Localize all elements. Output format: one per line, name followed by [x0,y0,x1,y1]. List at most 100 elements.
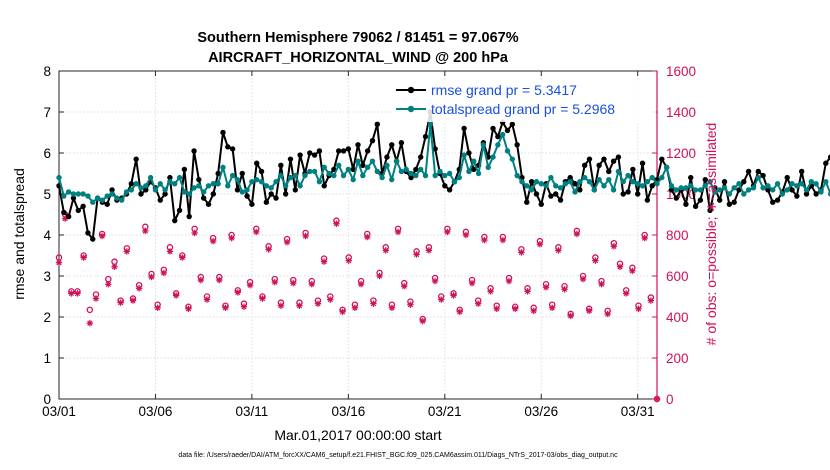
rmse-point [307,150,313,156]
rmse-point [586,156,593,162]
rmse-point [417,154,424,160]
totalspread-point [495,142,501,148]
totalspread-point [374,168,380,175]
rmse-point [557,197,564,203]
obs-assimilated-marker [80,254,87,261]
totalspread-point [504,148,511,154]
rmse-point [789,187,795,193]
rmse-point [65,213,72,220]
y-tick-label-right: 800 [666,228,689,243]
rmse-point [446,187,453,193]
rmse-point [533,191,540,197]
rmse-point [567,174,573,181]
obs-assimilated-marker [172,292,180,299]
obs-assimilated-marker [142,227,149,235]
totalspread-point [118,197,125,203]
rmse-point [649,183,655,189]
rmse-point [355,142,361,148]
totalspread-point [707,179,713,185]
rmse-point [200,195,207,201]
y-tick-label-right: 200 [666,351,689,366]
totalspread-point [702,183,708,189]
rmse-point [234,187,241,193]
rmse-point [741,179,747,185]
totalspread-point [553,183,559,189]
obs-assimilated-marker [98,232,106,240]
totalspread-point [167,179,173,185]
obs-assimilated-marker [277,302,285,309]
x-tick-label: 03/21 [428,404,462,419]
totalspread-point [794,183,800,189]
rmse-point [461,125,467,132]
rmse-point [538,201,544,207]
rmse-point [70,195,77,201]
totalspread-point [379,174,385,181]
totalspread-point [133,181,139,187]
rmse-point [109,187,115,193]
rmse-point [755,168,761,175]
y-tick-label-left: 4 [43,228,51,243]
y-tick-label-right: 0 [666,392,674,407]
totalspread-point [548,174,554,181]
totalspread-point [509,156,516,162]
rmse-point [244,193,250,199]
totalspread-point [70,191,77,197]
y-axis-label-left: rmse and totalspread [11,168,27,300]
obs-assimilated-marker [616,263,624,270]
totalspread-point [572,189,578,195]
obs-assimilated-marker [92,295,100,302]
totalspread-point [755,174,761,181]
axes: 03/01 03/06 03/11 03/16 03/21 03/26 03/31 0 1 2 3 4… [42,64,696,419]
obs-assimilated-marker [475,300,482,307]
rmse-point [702,176,708,183]
legend-rmse-label: rmse grand pr = 5.3417 [431,82,577,98]
totalspread-point [625,172,631,179]
totalspread-point [157,181,163,187]
line-series [56,109,830,242]
rmse-point [514,142,520,148]
rmse-point [745,168,752,175]
obs-assimilated-marker [481,236,488,244]
y-tick-label-right: 1200 [666,146,696,161]
obs-assimilated-marker [105,281,112,288]
obs-assimilated-marker [302,232,309,240]
totalspread-point [683,185,689,191]
rmse-point [644,197,651,203]
totalspread-point [736,181,742,187]
rmse-point [803,191,810,197]
totalspread-point [302,172,308,179]
totalspread-point [437,168,443,175]
totalspread-point [581,174,588,181]
obs-assimilated-marker [555,247,562,254]
totalspread-point [104,193,110,199]
rmse-point [673,195,679,201]
rmse-point [162,191,168,197]
rmse-point [774,197,781,203]
rmse-point [639,160,646,166]
rmse-point [80,203,86,209]
x-tick-label: 03/01 [42,404,76,419]
obs-assimilated-marker [216,276,223,284]
obs-assimilated-marker [222,304,229,311]
totalspread-point [741,191,747,197]
y-tick-label-left: 1 [43,351,51,366]
totalspread-point [644,179,651,185]
rmse-point [75,207,81,214]
rmse-point [581,162,588,168]
obs-assimilated-marker [394,228,402,236]
obs-assimilated-marker [160,269,168,277]
obs-assimilated-marker [585,307,593,315]
totalspread-series-line [58,123,830,204]
rmse-point [311,152,318,158]
obs-assimilated-marker [388,304,396,311]
totalspread-point [393,158,400,164]
obs-assimilated-marker [320,258,328,265]
rmse-point [398,140,405,146]
totalspread-point [176,174,183,181]
totalspread-point [138,185,144,191]
totalspread-point [80,191,86,197]
rmse-point [384,154,390,160]
totalspread-point [726,191,733,197]
y-tick-label-left: 7 [43,105,51,120]
totalspread-point [635,181,641,187]
